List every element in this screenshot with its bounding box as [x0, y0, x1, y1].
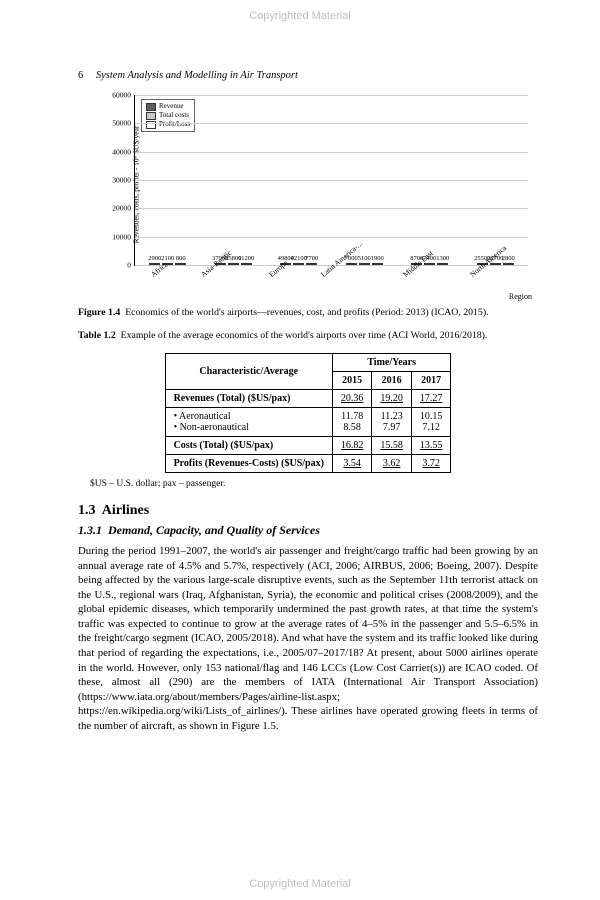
table-year: 2016	[372, 372, 412, 390]
table-header: Time/Years	[332, 354, 451, 372]
y-tick: 30000	[109, 176, 131, 185]
table-label: Table 1.2	[78, 330, 116, 341]
section-title: Airlines	[102, 503, 149, 518]
table-cell: 15.58	[372, 437, 412, 455]
airport-economics-table: Characteristic/AverageTime/Years20152016…	[165, 353, 452, 473]
section-number: 1.3	[78, 503, 96, 518]
subsection-heading: 1.3.1 Demand, Capacity, and Quality of S…	[78, 523, 538, 538]
subsection-number: 1.3.1	[78, 523, 102, 537]
body-paragraph: During the period 1991–2007, the world's…	[78, 544, 538, 733]
bar-value: 7700	[305, 255, 318, 262]
y-tick: 50000	[109, 119, 131, 128]
figure-caption: Figure 1.4 Economics of the world's airp…	[78, 307, 538, 318]
x-tick: Africa	[149, 260, 184, 297]
page: 6 System Analysis and Modelling in Air T…	[0, 0, 600, 793]
figure-caption-text: Economics of the world's airports—revenu…	[125, 307, 488, 318]
table-year: 2015	[332, 372, 372, 390]
table-year: 2017	[411, 372, 451, 390]
watermark-top: Copyrighted Material	[0, 10, 600, 22]
table-caption-text: Example of the average economics of the …	[121, 330, 488, 341]
watermark-bottom: Copyrighted Material	[0, 878, 600, 890]
table-cell: 3.72	[411, 455, 451, 473]
bar-value: 2900	[148, 255, 161, 262]
y-tick: 20000	[109, 204, 131, 213]
table-cell: 11.237.97	[372, 408, 412, 437]
page-number: 6	[78, 70, 83, 81]
y-tick: 0	[109, 261, 131, 270]
table-row-label: Profits (Revenues-Costs) ($US/pax)	[165, 455, 332, 473]
table-cell: 11.788.58	[332, 408, 372, 437]
y-tick: 40000	[109, 147, 131, 156]
table-cell: 13.55	[411, 437, 451, 455]
table-cell: 19.20	[372, 390, 412, 408]
y-tick: 60000	[109, 91, 131, 100]
table-row-label: Costs (Total) ($US/pax)	[165, 437, 332, 455]
table-row-label: Revenues (Total) ($US/pax)	[165, 390, 332, 408]
table-cell: 3.54	[332, 455, 372, 473]
table-row-label: • Aeronautical• Non-aeronautical	[165, 408, 332, 437]
table-cell: 17.27	[411, 390, 451, 408]
table-cell: 20.36	[332, 390, 372, 408]
page-header: 6 System Analysis and Modelling in Air T…	[78, 70, 538, 81]
section-heading: 1.3 Airlines	[78, 503, 538, 519]
airport-economics-chart: Revenues, costs, profits - 10⁶ $US/year …	[108, 95, 528, 301]
table-cell: 10.157.12	[411, 408, 451, 437]
table-cell: 3.62	[372, 455, 412, 473]
table-note: $US – U.S. dollar; pax – passenger.	[90, 479, 538, 489]
bar-value: 11200	[238, 255, 254, 262]
figure-label: Figure 1.4	[78, 307, 120, 318]
table-cell: 16.82	[332, 437, 372, 455]
table-caption: Table 1.2 Example of the average economi…	[78, 330, 538, 341]
subsection-title: Demand, Capacity, and Quality of Service…	[108, 523, 320, 537]
running-title: System Analysis and Modelling in Air Tra…	[96, 70, 298, 81]
y-tick: 10000	[109, 232, 131, 241]
table-header: Characteristic/Average	[165, 354, 332, 390]
bar-value: 800	[176, 255, 186, 262]
